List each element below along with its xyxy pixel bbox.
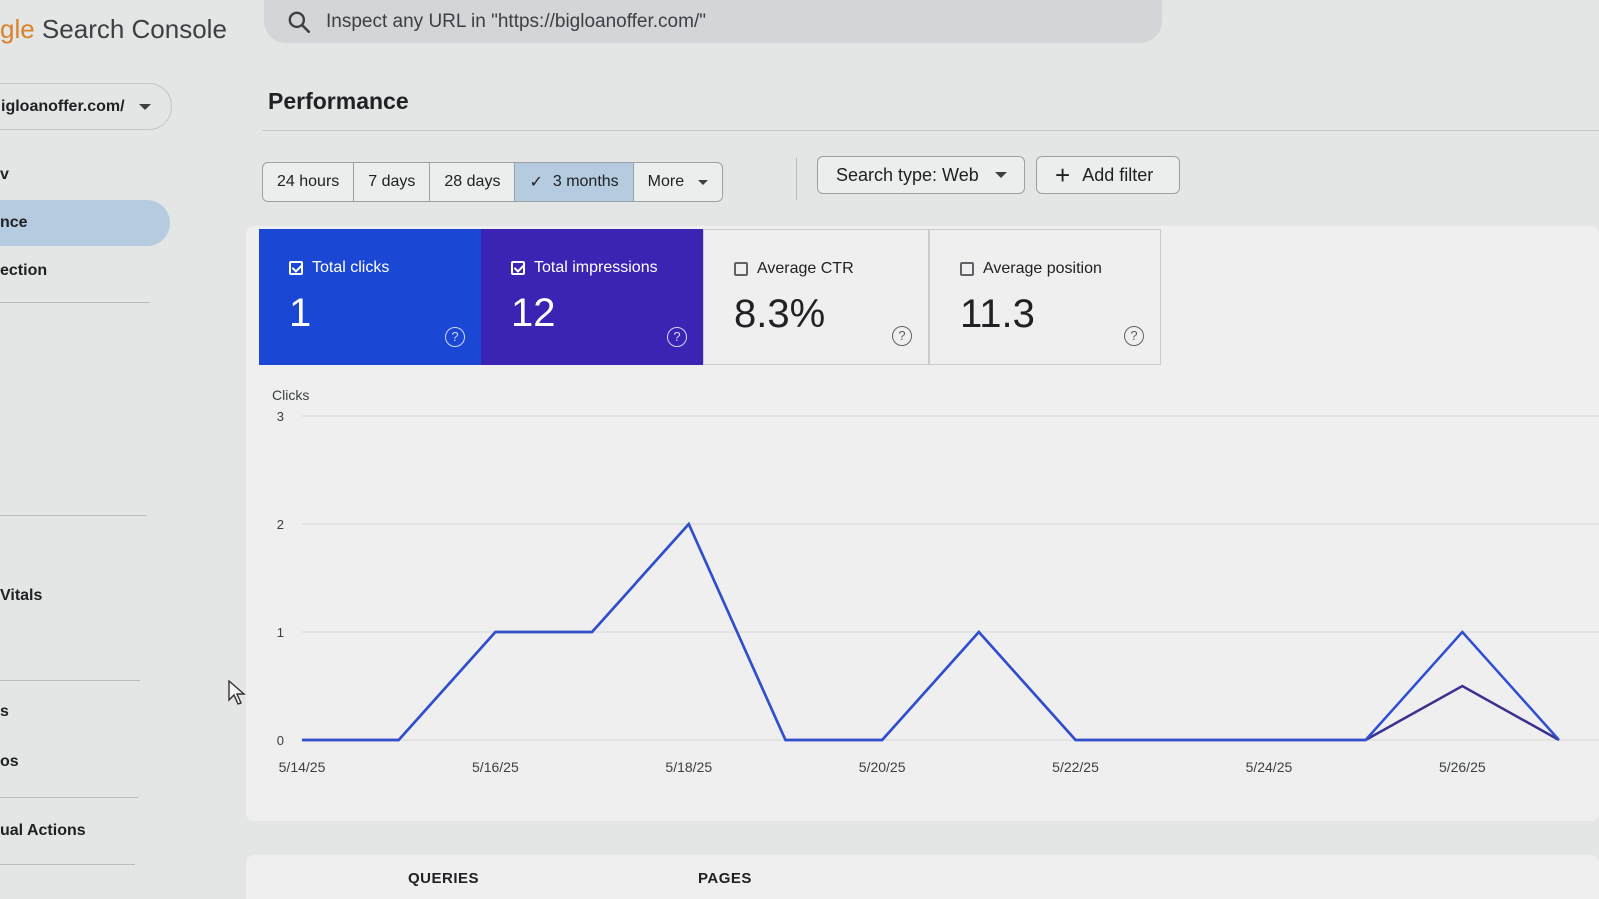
- sidebar-item-overview[interactable]: v: [0, 166, 9, 183]
- sidebar-item-core-web-vitals[interactable]: Vitals: [0, 587, 43, 604]
- x-tick-label: 5/14/25: [279, 759, 326, 775]
- range-3-months-label: 3 months: [552, 173, 619, 190]
- date-range-selector: 24 hours 7 days 28 days ✓ 3 months More: [262, 162, 724, 202]
- help-icon[interactable]: ?: [445, 327, 465, 347]
- y-tick-label: 1: [277, 625, 284, 640]
- checkbox-checked-icon[interactable]: [511, 261, 525, 275]
- sidebar-item-settings[interactable]: os: [0, 753, 19, 770]
- search-type-dropdown[interactable]: Search type: Web: [817, 156, 1025, 194]
- page-title: Performance: [268, 88, 409, 114]
- metric-card-average-ctr[interactable]: Average CTR 8.3% ?: [703, 229, 929, 365]
- metric-card-total-impressions[interactable]: Total impressions 12 ?: [481, 229, 703, 365]
- search-icon: [288, 11, 311, 33]
- series-line-total-clicks: [302, 521, 1560, 742]
- x-tick-label: 5/18/25: [665, 759, 712, 775]
- plus-icon: +: [1055, 160, 1071, 190]
- tab-pages[interactable]: PAGES: [698, 870, 752, 887]
- mouse-cursor-icon: [228, 680, 246, 705]
- range-24-hours[interactable]: 24 hours: [263, 163, 355, 201]
- check-icon: ✓: [529, 174, 543, 191]
- app-title-prefix: gle: [0, 14, 35, 44]
- sidebar-item-url-inspection[interactable]: ection: [0, 262, 48, 279]
- checkbox-checked-icon[interactable]: [289, 261, 303, 275]
- url-inspection-search[interactable]: Inspect any URL in "https://bigloanoffer…: [264, 0, 1162, 43]
- add-filter-label: Add filter: [1082, 164, 1154, 185]
- y-tick-label: 3: [277, 409, 284, 424]
- metric-label: Total impressions: [534, 259, 658, 276]
- checkbox-unchecked-icon[interactable]: [960, 262, 974, 276]
- range-7-days[interactable]: 7 days: [354, 163, 431, 201]
- property-label: igloanoffer.com/: [1, 97, 125, 115]
- performance-chart: Clicks 0 1 2 3 5/14/25 5/16/25 5/18/25 5/20/25 5/…: [272, 387, 1599, 775]
- x-tick-label: 5/22/25: [1052, 759, 1099, 775]
- property-selector[interactable]: igloanoffer.com/: [0, 83, 172, 130]
- metric-value: 11.3: [960, 292, 1035, 336]
- app-title: gle Search Console: [0, 14, 227, 45]
- x-tick-label: 5/20/25: [859, 759, 906, 775]
- range-28-days[interactable]: 28 days: [430, 163, 516, 201]
- tabs-panel: [246, 855, 1599, 899]
- y-tick-label: 2: [277, 517, 284, 532]
- sidebar-divider: [0, 864, 135, 865]
- metric-value: 12: [511, 291, 556, 335]
- metric-value: 1: [289, 291, 312, 335]
- search-placeholder: Inspect any URL in "https://bigloanoffer…: [326, 10, 706, 32]
- title-divider: [262, 130, 1599, 131]
- sidebar-item-links[interactable]: s: [0, 703, 9, 720]
- metric-value: 8.3%: [734, 292, 826, 336]
- metric-label: Total clicks: [312, 259, 390, 276]
- toolbar-separator: [796, 158, 797, 200]
- y-tick-label: 0: [277, 733, 284, 748]
- sidebar-divider: [0, 515, 146, 516]
- sidebar-item-manual-actions[interactable]: ual Actions: [0, 822, 86, 839]
- checkbox-unchecked-icon[interactable]: [734, 262, 748, 276]
- chevron-down-icon: [698, 179, 709, 185]
- range-more-button[interactable]: More: [634, 163, 722, 201]
- x-tick-label: 5/26/25: [1439, 759, 1486, 775]
- sidebar-divider: [0, 302, 150, 303]
- metric-label: Average CTR: [757, 260, 854, 277]
- app-title-text: Search Console: [34, 14, 227, 44]
- help-icon[interactable]: ?: [892, 326, 912, 346]
- more-label: More: [647, 173, 685, 190]
- sidebar-divider: [0, 680, 140, 681]
- metric-card-average-position[interactable]: Average position 11.3 ?: [929, 229, 1161, 365]
- chevron-down-icon: [138, 103, 151, 110]
- tab-queries[interactable]: QUERIES: [408, 870, 480, 887]
- sidebar-item-performance[interactable]: nce: [0, 200, 170, 246]
- x-tick-label: 5/16/25: [472, 759, 519, 775]
- metric-card-total-clicks[interactable]: Total clicks 1 ?: [259, 229, 481, 365]
- x-tick-label: 5/24/25: [1246, 759, 1293, 775]
- add-filter-button[interactable]: + Add filter: [1036, 156, 1180, 194]
- help-icon[interactable]: ?: [667, 327, 687, 347]
- sidebar-divider: [0, 797, 138, 798]
- metric-label: Average position: [983, 260, 1102, 277]
- y-axis-label: Clicks: [272, 387, 309, 403]
- search-type-label: Search type: Web: [836, 164, 979, 185]
- range-3-months[interactable]: ✓ 3 months: [515, 163, 634, 201]
- chevron-down-icon: [994, 172, 1007, 178]
- help-icon[interactable]: ?: [1124, 326, 1144, 346]
